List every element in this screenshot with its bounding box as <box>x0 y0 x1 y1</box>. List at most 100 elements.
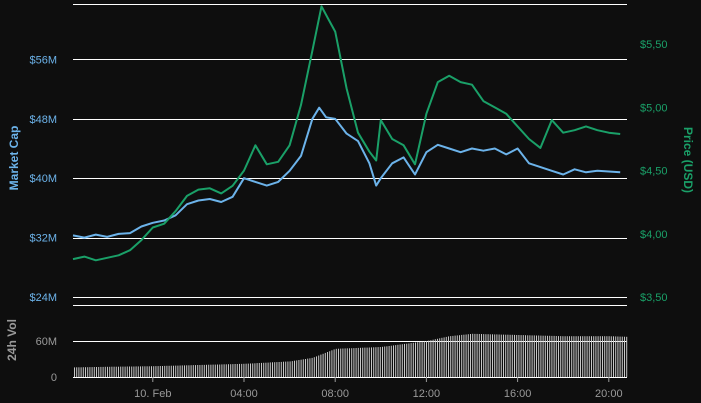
volume-bar <box>184 365 185 377</box>
volume-bar <box>168 365 170 377</box>
volume-bar <box>406 343 408 377</box>
price-axis-label: Price (USD) <box>681 127 695 193</box>
volume-bar <box>109 366 111 377</box>
volume-bar <box>278 362 280 377</box>
volume-bar <box>318 355 320 377</box>
volume-bar <box>232 364 234 377</box>
volume-bar <box>404 343 405 377</box>
volume-bar <box>476 333 478 377</box>
volume-bar <box>338 348 339 377</box>
volume-bar <box>368 347 370 377</box>
volume-bar <box>214 364 216 377</box>
volume-bar <box>349 348 350 377</box>
volume-bar <box>520 335 522 377</box>
price-tick-label: $5,50 <box>640 39 668 51</box>
volume-bar <box>294 360 295 377</box>
volume-bar <box>575 336 577 377</box>
volume-bar <box>199 365 201 377</box>
volume-bar <box>390 345 392 377</box>
volume-bar <box>428 340 430 377</box>
volume-bar <box>261 362 262 377</box>
volume-bar <box>305 359 306 377</box>
volume-bar <box>624 336 625 377</box>
volume-bar <box>280 361 282 377</box>
volume-bar <box>423 341 425 377</box>
volume-bar <box>155 366 157 377</box>
volume-bar <box>485 334 487 377</box>
volume-bar <box>144 366 146 377</box>
volume-bar <box>564 336 566 377</box>
volume-bar <box>483 334 485 377</box>
market-cap-tick-labels: $24M $32M $40M $48M $56M <box>29 54 57 304</box>
volume-bar <box>203 364 205 377</box>
volume-bar <box>384 346 386 377</box>
price-tick-labels: $3,50 $4,00 $4,50 $5,00 $5,50 <box>640 39 668 304</box>
price-tick-label: $4,50 <box>640 166 668 178</box>
market-cap-tick-label: $40M <box>29 173 57 185</box>
volume-bar <box>522 335 524 377</box>
series-lines <box>72 5 621 262</box>
volume-bar <box>507 334 509 377</box>
volume-bar <box>593 336 595 377</box>
volume-bar <box>234 364 236 377</box>
volume-bar <box>591 336 592 377</box>
volume-bar <box>353 348 355 377</box>
volume-bar <box>107 366 108 377</box>
volume-bar <box>452 335 454 377</box>
volume-bar <box>250 363 251 377</box>
market-cap-tick-label: $48M <box>29 114 57 126</box>
volume-bar <box>104 366 106 377</box>
volume-bar <box>555 336 557 377</box>
volume-bar <box>74 367 75 377</box>
volume-bar <box>181 365 183 377</box>
main-gridlines <box>73 4 627 298</box>
volume-bar <box>395 345 397 377</box>
volume-bar <box>419 341 421 377</box>
volume-bar <box>599 336 601 377</box>
volume-bar <box>525 335 526 377</box>
x-axis-tick-labels: 10. Feb 04:00 08:00 12:00 16:00 20:00 <box>134 377 623 400</box>
volume-bar <box>219 364 221 377</box>
volume-bar <box>421 341 423 377</box>
volume-bar <box>401 344 403 377</box>
volume-bar <box>140 366 141 377</box>
volume-bar <box>190 365 192 377</box>
volume-bar <box>529 335 531 377</box>
volume-bar <box>366 347 368 377</box>
volume-bar <box>617 336 619 377</box>
volume-bar <box>377 347 379 377</box>
volume-bar <box>375 347 377 377</box>
volume-bar <box>602 336 603 377</box>
volume-bar <box>619 336 621 377</box>
volume-bar <box>206 364 207 377</box>
market-cap-tick-label: $24M <box>29 292 57 304</box>
volume-bar <box>470 334 471 377</box>
volume-bar <box>560 336 562 377</box>
volume-bar <box>399 344 401 377</box>
volume-bar <box>443 337 445 377</box>
volume-bar <box>173 365 174 377</box>
volume-bar <box>148 366 150 377</box>
volume-bar <box>265 362 267 377</box>
volume-bar <box>124 366 126 377</box>
volume-bar <box>78 367 80 377</box>
volume-bar <box>247 363 249 377</box>
price-tick-label: $5,00 <box>640 102 668 114</box>
volume-bar <box>170 365 172 377</box>
volume-bar <box>230 364 232 377</box>
volume-axis-label: 24h Vol <box>5 319 19 361</box>
volume-bar <box>177 365 179 377</box>
volume-bar <box>320 354 322 377</box>
volume-bar <box>302 359 304 377</box>
volume-bar <box>531 335 533 377</box>
volume-bar <box>595 336 597 377</box>
volume-bar <box>122 366 124 377</box>
volume-bar <box>426 341 427 377</box>
volume-bar <box>111 366 113 377</box>
volume-bar <box>558 336 559 377</box>
volume-bar <box>533 335 535 377</box>
volume-bar <box>344 348 346 377</box>
volume-bar <box>225 364 227 377</box>
volume-bar <box>272 362 273 377</box>
volume-bar <box>89 367 91 377</box>
